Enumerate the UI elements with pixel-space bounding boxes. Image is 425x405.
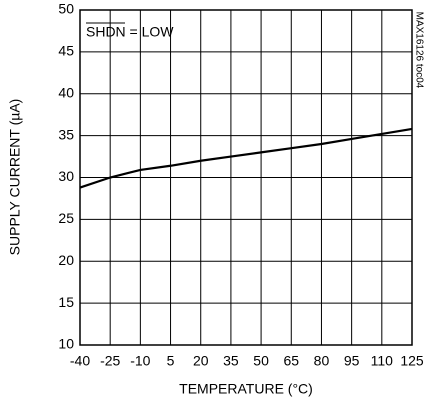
x-tick-label: 125: [400, 353, 424, 369]
y-tick-label: 45: [58, 43, 74, 59]
x-axis-label: TEMPERATURE (°C): [179, 381, 313, 397]
data-line: [79, 127, 413, 189]
y-tick-label: 35: [58, 126, 74, 142]
y-tick-label: 15: [58, 294, 74, 310]
x-tick-label: -10: [130, 353, 150, 369]
x-tick-label: 95: [344, 353, 360, 369]
x-tick-label: 35: [223, 353, 239, 369]
x-tick-label: 50: [253, 353, 269, 369]
y-axis-label: SUPPLY CURRENT (µA): [7, 99, 23, 256]
y-tick-label: 30: [58, 168, 74, 184]
y-tick-label: 25: [58, 210, 74, 226]
y-tick-label: 40: [58, 84, 74, 100]
x-tick-label: -40: [70, 353, 90, 369]
x-tick-label: 80: [314, 353, 330, 369]
x-tick-label: -25: [100, 353, 120, 369]
y-tick-label: 20: [58, 252, 74, 268]
y-tick-label: 10: [58, 336, 74, 352]
x-tick-label: 5: [167, 353, 175, 369]
x-tick-label: 110: [371, 353, 394, 369]
x-tick-label: 20: [193, 353, 209, 369]
side-note: MAX16126 toc04: [413, 12, 424, 89]
x-tick-label: 65: [283, 353, 299, 369]
y-tick-label: 50: [58, 1, 74, 17]
annotation: SHDN = LOW: [86, 24, 174, 40]
